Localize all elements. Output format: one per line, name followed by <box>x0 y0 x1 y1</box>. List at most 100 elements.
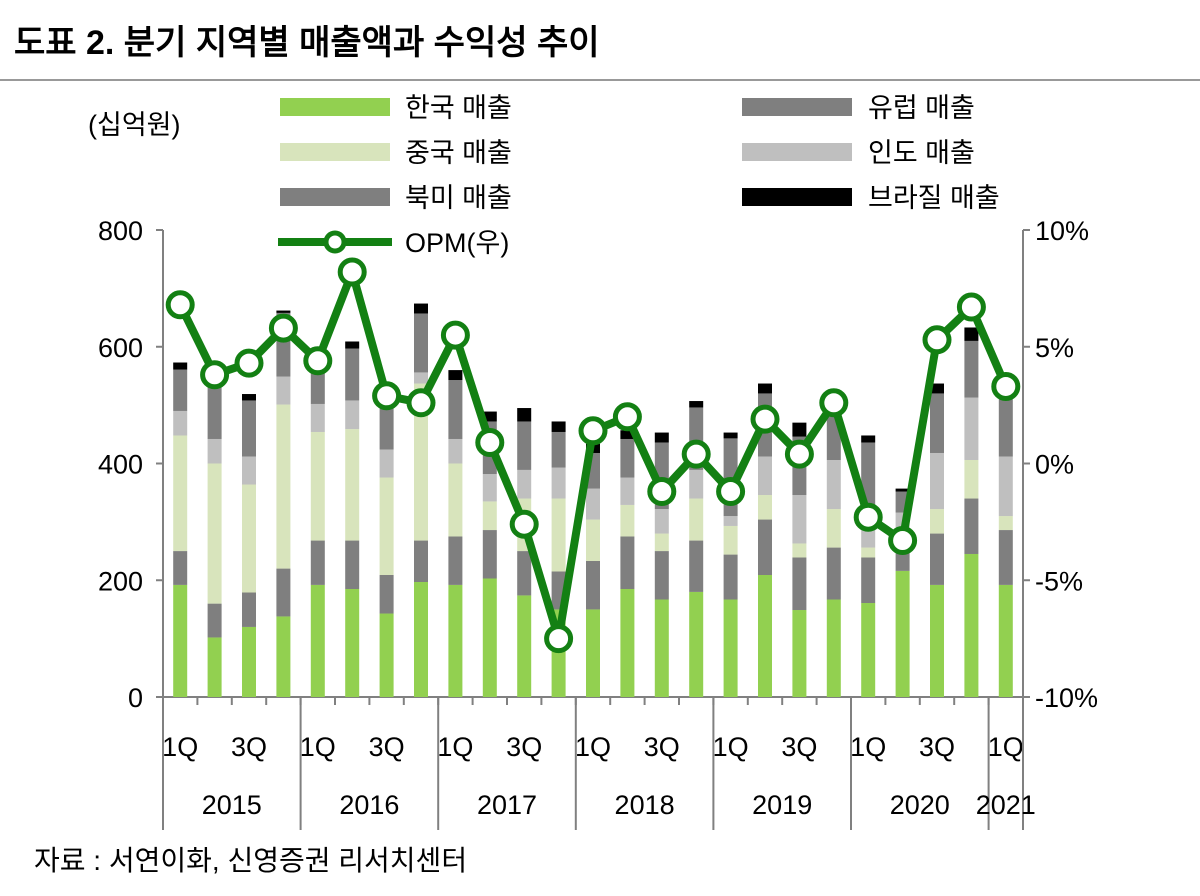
bar-segment-china <box>242 484 256 593</box>
year-label: 2017 <box>477 790 537 820</box>
bar-segment-brazil <box>276 310 291 313</box>
axes: 0 200 400 600 800 -10% -5% 0% 5% 10% 1Q 3Q 1Q 3Q 1Q 3Q 1… <box>98 216 1098 830</box>
bar-segment-europe <box>620 438 635 478</box>
bar-segment-china <box>586 519 600 561</box>
bar-segment-china <box>689 498 704 541</box>
legend-label: 유럽 매출 <box>868 93 975 123</box>
bar-segment-china <box>654 533 669 552</box>
quarter-label: 3Q <box>644 732 680 762</box>
opm-point <box>819 388 849 418</box>
bar-segment-india <box>723 516 738 526</box>
legend-label: 브라질 매출 <box>868 183 1000 213</box>
bar-segment-north-america <box>998 530 1013 585</box>
bar-segment-china <box>207 463 222 604</box>
legend-label: 인도 매출 <box>868 138 975 168</box>
bar-segment-india <box>414 372 428 384</box>
bar-segment-india <box>620 477 635 505</box>
bar-segment-north-america <box>276 568 291 617</box>
bar-segment-china <box>620 504 635 537</box>
quarter-label: 1Q <box>162 732 198 762</box>
bar-segment-korea <box>826 599 841 697</box>
opm-point <box>234 348 264 378</box>
bar-segment-india <box>964 397 979 460</box>
bar-segment-north-america <box>517 551 532 596</box>
opm-point <box>200 360 230 390</box>
bar-segment-brazil <box>723 432 738 439</box>
bar-segment-india <box>654 509 669 534</box>
bar-segment-brazil <box>414 303 428 314</box>
bar-segment-brazil <box>895 488 910 492</box>
bar-segment-north-america <box>379 574 394 614</box>
opm-point <box>612 402 642 432</box>
opm-point <box>681 439 711 469</box>
bar-segment-north-america <box>620 536 635 590</box>
opm-point <box>475 427 505 457</box>
quarter-label: 1Q <box>850 732 886 762</box>
quarter-label: 1Q <box>437 732 473 762</box>
bar-segment-india <box>448 438 463 464</box>
left-axis-tick-label: 0 <box>128 683 143 713</box>
source-note: 자료 : 서연이화, 신영증권 리서치센터 <box>34 845 467 876</box>
unit-label: (십억원) <box>88 110 181 140</box>
quarter-label: 1Q <box>575 732 611 762</box>
bar-segment-korea <box>379 613 394 697</box>
quarter-label: 1Q <box>300 732 336 762</box>
bar-segment-north-america <box>586 560 600 610</box>
year-label: 2020 <box>890 790 950 820</box>
legend-line-marker <box>323 230 347 254</box>
bar-segment-korea <box>482 578 497 697</box>
bar-segment-north-america <box>310 540 325 585</box>
bar-segment-china <box>758 495 772 520</box>
bar-segment-brazil <box>930 383 944 394</box>
bar-segment-china <box>482 501 497 531</box>
bar-segment-korea <box>586 609 600 697</box>
opm-point <box>509 509 539 539</box>
bar-segment-north-america <box>482 530 497 579</box>
opm-point <box>647 477 677 507</box>
bar-segment-north-america <box>448 536 463 585</box>
opm-point <box>303 346 333 376</box>
bar-segment-korea <box>517 595 532 697</box>
bar-segment-india <box>792 495 807 544</box>
bar-segment-india <box>207 438 222 464</box>
bar-segment-europe <box>173 369 188 411</box>
legend-swatch <box>742 98 852 116</box>
bar-segment-china <box>276 404 291 569</box>
bar-segment-korea <box>792 610 807 697</box>
bar-segment-north-america <box>689 540 704 592</box>
bar-segment-korea <box>345 589 360 697</box>
bar-segment-europe <box>207 385 222 439</box>
bar-segment-korea <box>654 599 669 697</box>
bar-segment-brazil <box>448 370 463 381</box>
legend-swatch <box>280 188 390 206</box>
opm-point <box>991 371 1021 401</box>
opm-point <box>853 502 883 532</box>
bar-segment-europe <box>551 431 566 468</box>
bar-segment-china <box>861 547 876 558</box>
quarter-label: 3Q <box>919 732 955 762</box>
bar-segment-india <box>551 467 566 499</box>
opm-point <box>165 290 195 320</box>
opm-point <box>716 477 746 507</box>
quarter-label: 1Q <box>713 732 749 762</box>
bar-segment-europe <box>964 340 979 398</box>
year-label: 2018 <box>615 790 675 820</box>
bar-segment-india <box>345 400 360 430</box>
bars <box>173 303 1013 697</box>
bar-segment-india <box>826 459 841 510</box>
chart-title: 도표 2. 분기 지역별 매출액과 수익성 추이 <box>14 24 600 62</box>
bar-segment-north-america <box>242 592 256 627</box>
bar-segment-korea <box>173 584 188 697</box>
bar-segment-europe <box>345 348 360 401</box>
opm-point <box>406 388 436 418</box>
legend-label: 한국 매출 <box>405 93 512 123</box>
bar-segment-north-america <box>826 547 841 600</box>
opm-point <box>372 381 402 411</box>
year-label: 2016 <box>339 790 399 820</box>
bar-segment-north-america <box>207 603 222 638</box>
bar-segment-brazil <box>242 394 256 401</box>
bar-segment-china <box>964 459 979 499</box>
bar-segment-korea <box>758 574 772 697</box>
bar-segment-india <box>517 469 532 499</box>
